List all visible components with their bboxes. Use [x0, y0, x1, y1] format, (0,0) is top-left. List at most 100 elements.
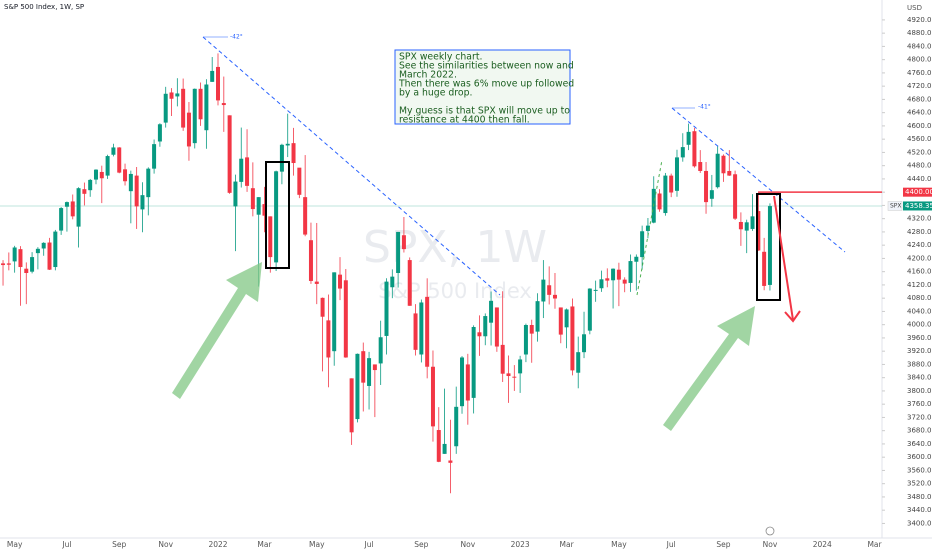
candle-body — [628, 261, 633, 283]
x-tick-label: Sep — [716, 540, 730, 549]
y-tick-label: 4800.00 — [907, 56, 932, 64]
candle-body — [384, 281, 389, 336]
candle-body — [35, 248, 40, 254]
trendline — [671, 107, 846, 253]
x-tick-label: May — [7, 540, 23, 549]
candle-body — [338, 274, 343, 289]
candle-body — [674, 157, 679, 191]
plot: 3400.00 3440.00 3480.00 3520.00 3560.00 3600.… — [0, 16, 932, 549]
candle-body — [500, 344, 505, 374]
candle-body — [611, 268, 616, 281]
candle-body — [552, 294, 557, 299]
y-tick-label: 3480.00 — [907, 493, 932, 501]
y-tick-label: 4480.00 — [907, 162, 932, 170]
note-line: resistance at 4400 then fall. — [399, 115, 530, 126]
y-tick-label: 3840.00 — [907, 374, 932, 382]
x-tick-label: Nov — [158, 540, 173, 549]
candle-body — [616, 269, 621, 280]
y-tick-label: 4000.00 — [907, 321, 932, 329]
candle-body — [175, 93, 180, 97]
candle-body — [477, 332, 482, 337]
candle-body — [355, 353, 360, 420]
candle-body — [326, 320, 331, 358]
price-label: 4400.00 — [905, 188, 932, 196]
candle-body — [529, 325, 534, 334]
candle-body — [146, 168, 151, 198]
candle-body — [727, 170, 732, 176]
candle-body — [268, 216, 273, 258]
candle-body — [163, 93, 168, 123]
candle-body — [279, 144, 284, 172]
candle-body — [59, 208, 64, 231]
candle-body — [506, 373, 511, 377]
candle-body — [686, 131, 691, 145]
y-tick-label: 3640.00 — [907, 440, 932, 448]
price-label-box — [903, 201, 932, 211]
y-tick-label: 3520.00 — [907, 480, 932, 488]
y-tick-label: 4760.00 — [907, 69, 932, 77]
candle-body — [645, 225, 650, 231]
y-tick-label: 4200.00 — [907, 254, 932, 262]
y-tick-label: 4240.00 — [907, 241, 932, 249]
y-tick-label: 4920.00 — [907, 16, 932, 24]
candle-body — [192, 88, 197, 144]
candle-body — [76, 188, 81, 227]
candle-body — [489, 300, 494, 323]
candle-body — [523, 325, 528, 355]
y-tick-label: 4320.00 — [907, 215, 932, 223]
highlight-box — [756, 193, 781, 301]
candle-body — [448, 460, 453, 463]
y-tick-label: 4280.00 — [907, 228, 932, 236]
y-tick-label: 4160.00 — [907, 268, 932, 276]
candle-body — [99, 171, 104, 179]
candle-body — [198, 88, 203, 120]
candle-body — [216, 66, 220, 101]
x-tick-label: Jul — [364, 540, 374, 549]
candle-body — [396, 231, 401, 273]
candle-body — [308, 240, 313, 281]
candle-body — [436, 430, 441, 462]
arrow — [663, 306, 755, 431]
angle-label: -41° — [698, 104, 711, 111]
candle-body — [152, 144, 157, 169]
note-line: March 2022. — [399, 70, 457, 81]
candle-body — [680, 147, 685, 158]
candle-body — [378, 337, 383, 364]
arrow-head — [784, 310, 801, 323]
candle-body — [140, 195, 145, 210]
y-tick-label: 4440.00 — [907, 175, 932, 183]
candle-body — [250, 188, 255, 210]
x-tick-label: 2022 — [208, 540, 227, 549]
candle-body — [93, 169, 98, 180]
candle-body — [390, 276, 395, 288]
candle-body — [128, 173, 133, 192]
candle-body — [30, 257, 35, 272]
candle-body — [274, 171, 279, 263]
candle-body — [407, 260, 412, 306]
candle-body — [82, 189, 87, 194]
candle-body — [657, 193, 662, 210]
candle-body — [605, 278, 610, 281]
y-tick-label: 3400.00 — [907, 519, 932, 527]
candle-body — [419, 302, 424, 355]
candle-body — [582, 334, 587, 353]
candle-body — [715, 153, 720, 188]
candle-body — [47, 242, 52, 270]
y-tick-label: 3960.00 — [907, 334, 932, 342]
symbol-label-box — [887, 201, 903, 211]
candle-body — [738, 221, 743, 230]
note-box — [394, 49, 571, 125]
candle-body — [6, 263, 11, 265]
symbol-label: SPX — [890, 202, 902, 209]
candle-body — [663, 175, 668, 214]
candle-body — [541, 279, 546, 302]
y-tick-label: 3920.00 — [907, 347, 932, 355]
candle-body — [640, 231, 645, 258]
candle-body — [157, 124, 162, 142]
y-tick-label: 3760.00 — [907, 400, 932, 408]
x-tick-label: Mar — [867, 540, 882, 549]
watermark-name: S&P 500 Index — [378, 279, 532, 303]
candle-body — [18, 249, 23, 268]
candle-body — [186, 112, 191, 147]
candle-body — [576, 352, 581, 373]
